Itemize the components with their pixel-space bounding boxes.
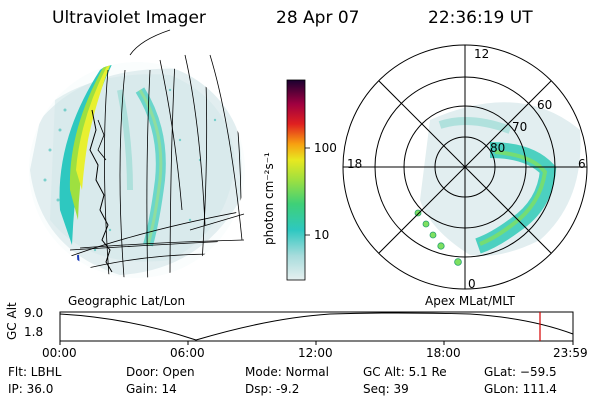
gain-info: Gain: 14	[126, 382, 177, 396]
mlat-ring-80: 80	[490, 141, 506, 155]
gc-alt-info: GC Alt: 5.1 Re	[363, 365, 447, 379]
colorbar	[286, 79, 310, 281]
timeline-xtick-1800: 18:00	[426, 346, 461, 360]
apex-polar-plot	[342, 44, 588, 290]
geographic-image	[29, 29, 245, 278]
dsp-info: Dsp: -9.2	[245, 382, 300, 396]
mlat-ring-70: 70	[512, 120, 528, 134]
mlt-label-6: 6	[578, 157, 586, 171]
mlt-label-12: 12	[474, 47, 490, 61]
mode-info: Mode: Normal	[245, 365, 329, 379]
timeline-xtick-1200: 12:00	[298, 346, 333, 360]
glon-info: GLon: 111.4	[484, 382, 557, 396]
filter-info: Flt: LBHL	[8, 365, 62, 379]
ip-info: IP: 36.0	[8, 382, 54, 396]
colorbar-unit-label: photon cm⁻²s⁻¹	[262, 152, 276, 245]
apex-label: Apex MLat/MLT	[425, 294, 515, 308]
colorbar-tick-100: 100	[314, 141, 337, 155]
geographic-label: Geographic Lat/Lon	[68, 294, 186, 308]
timeline-ytick-high: 9.0	[24, 306, 44, 320]
door-info: Door: Open	[126, 365, 195, 379]
timeline-ylabel: GC Alt	[5, 302, 19, 340]
app-title: Ultraviolet Imager	[52, 8, 206, 28]
seq-info: Seq: 39	[363, 382, 409, 396]
time-label: 22:36:19 UT	[428, 8, 533, 28]
mlat-ring-60: 60	[537, 98, 553, 112]
colorbar-tick-10: 10	[314, 228, 330, 242]
timeline-xtick-2359: 23:59	[553, 346, 588, 360]
mlt-label-0: 0	[468, 277, 476, 291]
timeline-xtick-0600: 06:00	[170, 346, 205, 360]
timeline-xtick-0000: 00:00	[42, 346, 77, 360]
glat-info: GLat: −59.5	[484, 365, 557, 379]
timeline-ytick-low: 1.8	[24, 325, 44, 339]
mlt-label-18: 18	[347, 157, 363, 171]
date-label: 28 Apr 07	[276, 8, 360, 28]
altitude-timeline	[59, 311, 574, 345]
